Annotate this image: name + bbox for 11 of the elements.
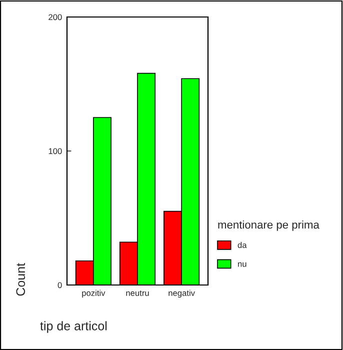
x-tick-label: negativ bbox=[168, 290, 195, 298]
legend-label: nu bbox=[238, 262, 246, 267]
legend-label: da bbox=[238, 242, 247, 248]
x-axis-title: tip de articol bbox=[40, 321, 107, 333]
y-tick-label: 100 bbox=[48, 148, 62, 154]
x-tick-label: pozitiv bbox=[82, 290, 106, 298]
y-tick-label: 200 bbox=[48, 14, 62, 20]
y-axis-title: Count bbox=[16, 263, 26, 296]
x-tick-label: neutru bbox=[126, 290, 149, 296]
y-tick-label: 0 bbox=[58, 282, 62, 288]
legend-title: mentionare pe prima bbox=[218, 220, 320, 231]
